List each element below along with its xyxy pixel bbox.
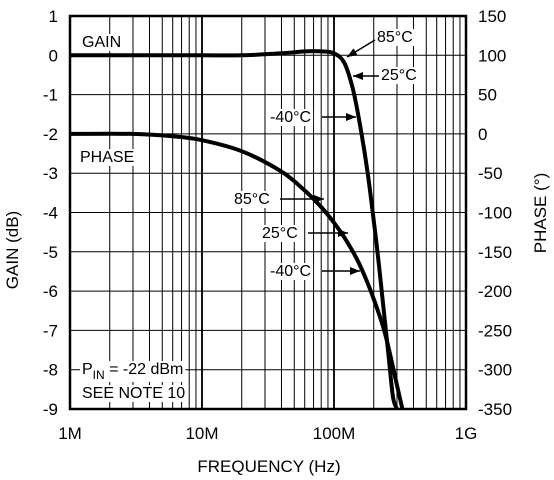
phase-m40c-label-arrowhead xyxy=(350,267,360,275)
x-axis-title: FREQUENCY (Hz) xyxy=(197,457,340,476)
y-right-tick-label: -300 xyxy=(478,361,512,380)
y-left-tick-label: -4 xyxy=(43,204,58,223)
gain-label: GAIN xyxy=(82,34,121,51)
pin-note-bg xyxy=(80,361,186,382)
y-left-tick-label: 1 xyxy=(49,7,58,26)
phase-85c-label-bg xyxy=(232,191,272,208)
see-note-bg xyxy=(80,385,188,402)
series xyxy=(70,49,405,409)
gain-85c-label-bg xyxy=(375,29,415,46)
pin-note-sub: IN xyxy=(93,368,105,382)
phase-m40c-label: -40°C xyxy=(270,263,311,280)
tick-labels: 1M 10M 100M 1G 1 0 -1 -2 -3 -4 -5 -6 -7 -8 -9 150 100 50 0… xyxy=(43,7,512,443)
y-right-tick-label: -250 xyxy=(478,321,512,340)
x-tick-label: 1M xyxy=(58,424,82,443)
y-right-axis-title: PHASE (°) xyxy=(531,173,550,253)
y-left-tick-label: -7 xyxy=(43,321,58,340)
pin-note-p: P xyxy=(82,361,93,378)
gain-m40c-label-bg xyxy=(268,109,314,126)
phase-label-bg xyxy=(78,149,137,166)
y-left-tick-label: -6 xyxy=(43,282,58,301)
pin-note-value: = -22 dBm xyxy=(105,361,184,378)
y-left-tick-label: -8 xyxy=(43,361,58,380)
y-left-tick-label: -5 xyxy=(43,243,58,262)
x-tick-label: 1G xyxy=(455,424,478,443)
gain-25c-label-arrowhead xyxy=(353,72,363,80)
gain-85c-label-arrowhead xyxy=(347,48,358,57)
y-left-tick-label: -3 xyxy=(43,164,58,183)
y-left-tick-label: 0 xyxy=(49,46,58,65)
gain-25c-label: 25°C xyxy=(381,67,417,84)
y-right-tick-label: -150 xyxy=(478,243,512,262)
phase-85c-label: 85°C xyxy=(234,191,270,208)
gain-85c-label: 85°C xyxy=(377,29,413,46)
y-right-tick-label: 0 xyxy=(478,125,487,144)
x-tick-label: 100M xyxy=(313,424,356,443)
phase-m40c-label-bg xyxy=(268,263,314,280)
gain-curve xyxy=(70,49,399,409)
y-right-tick-label: -200 xyxy=(478,282,512,301)
y-left-tick-label: -9 xyxy=(43,400,58,419)
phase-85c-label-arrowhead xyxy=(314,195,324,203)
gain-25c-label-bg xyxy=(379,67,419,84)
phase-25c-label-bg xyxy=(260,225,300,242)
gain-label-bg xyxy=(80,34,124,51)
y-right-tick-label: 150 xyxy=(478,7,506,26)
phase-25c-label: 25°C xyxy=(262,225,298,242)
x-tick-label: 10M xyxy=(185,424,218,443)
y-left-axis-title: GAIN (dB) xyxy=(3,211,22,289)
y-left-tick-label: -1 xyxy=(43,86,58,105)
phase-25c-label-arrowhead xyxy=(338,229,348,237)
y-right-tick-label: -350 xyxy=(478,400,512,419)
phase-curve xyxy=(70,131,405,409)
annotations: GAIN PHASE 85°C 25°C -40°C 85°C 25°C -40°C PIN =… xyxy=(78,29,419,402)
y-left-tick-label: -2 xyxy=(43,125,58,144)
see-note-label: SEE NOTE 10 xyxy=(82,385,185,402)
gain-m40c-label: -40°C xyxy=(270,109,311,126)
grid xyxy=(69,15,467,410)
y-right-tick-label: 50 xyxy=(478,86,497,105)
plot-frame xyxy=(68,14,468,411)
pin-note: PIN = -22 dBm xyxy=(82,361,183,382)
gain-m40c-label-arrowhead xyxy=(346,113,356,121)
y-right-tick-label: 100 xyxy=(478,46,506,65)
y-right-tick-label: -100 xyxy=(478,204,512,223)
phase-label: PHASE xyxy=(80,149,134,166)
y-right-tick-label: -50 xyxy=(478,164,503,183)
